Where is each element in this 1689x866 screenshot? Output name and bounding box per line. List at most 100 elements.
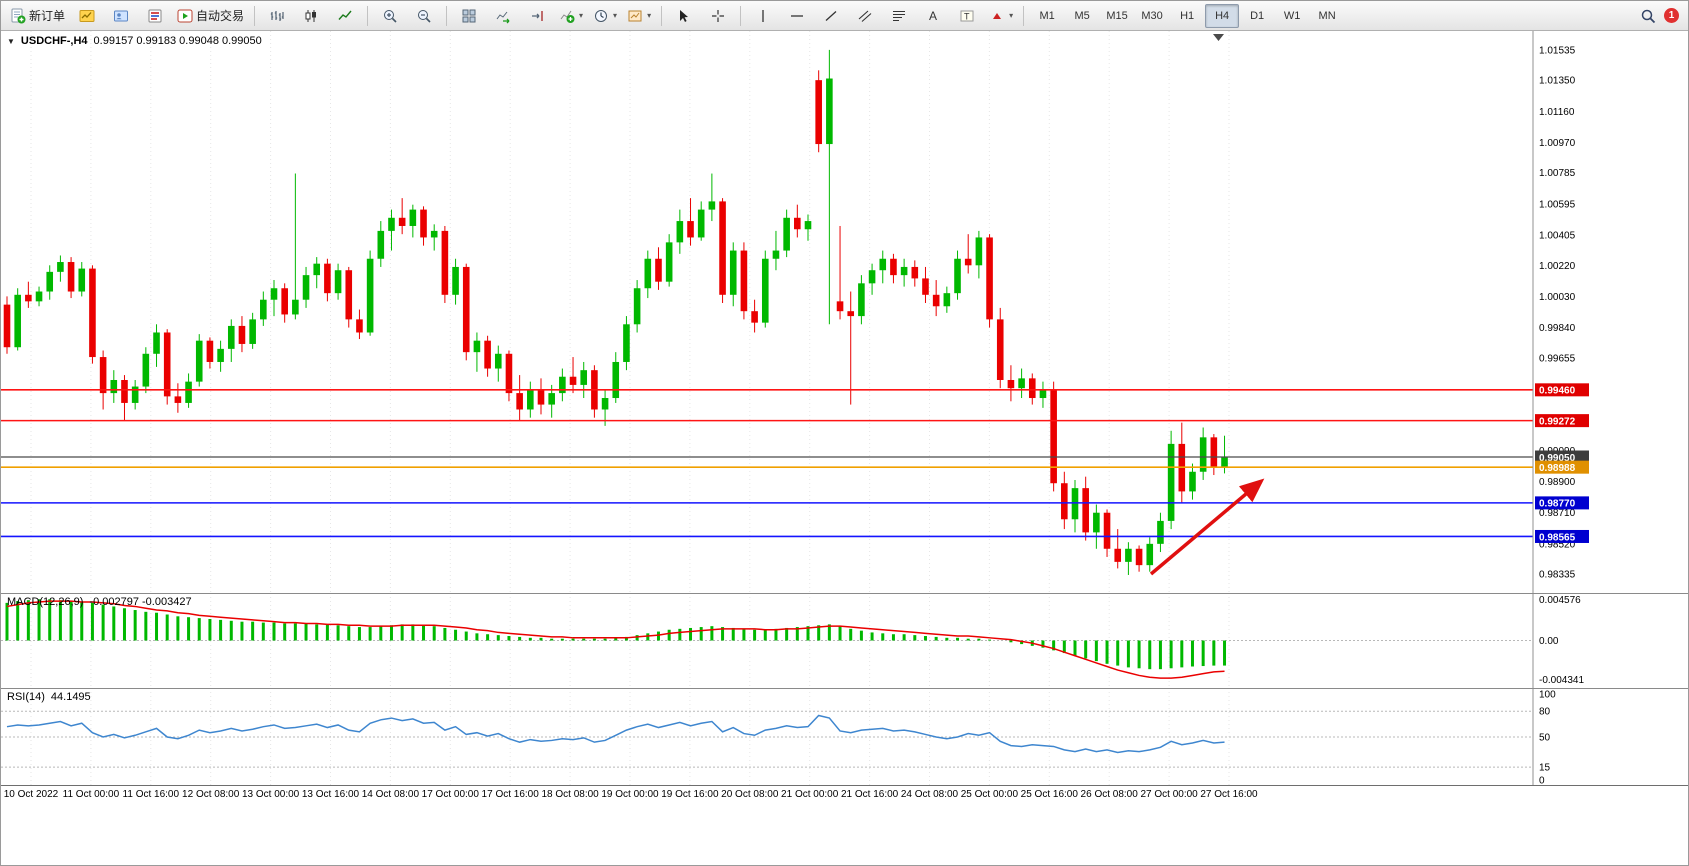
auto-scroll-button[interactable]: [487, 4, 519, 28]
text-tool-button[interactable]: A: [917, 4, 949, 28]
timeframe-m5-button[interactable]: M5: [1074, 9, 1090, 22]
market-watch-button[interactable]: [139, 4, 171, 28]
crosshair-button[interactable]: [702, 4, 734, 28]
candle-body: [794, 217, 801, 230]
timeframe-m1-button[interactable]: M1: [1039, 9, 1055, 22]
price-axis-label: 1.01535: [1539, 45, 1576, 56]
timeframe-mn-button[interactable]: MN: [1318, 9, 1336, 22]
dropdown-caret-icon: ▾: [1009, 11, 1014, 20]
price-axis-label: 0.98900: [1539, 477, 1576, 488]
main-price-chart[interactable]: 1.01535 1.01350 1.01160 1.00970 1.00785 1.005…: [1, 31, 1689, 593]
price-axis-label: 1.00785: [1539, 168, 1576, 179]
new-chart-button[interactable]: [71, 4, 103, 28]
candle-body: [665, 242, 673, 282]
rsi-axis-label: 15: [1539, 763, 1551, 774]
timeframe-d1-button[interactable]: D1: [1250, 9, 1265, 22]
timeframe-h1-button[interactable]: H1: [1180, 9, 1195, 22]
arrows-tool-button[interactable]: ▾: [985, 4, 1017, 28]
rsi-axis-label: 50: [1539, 733, 1551, 744]
timeframe-w1-button[interactable]: W1: [1283, 9, 1301, 22]
candle-body: [1082, 488, 1089, 533]
time-axis-label: 20 Oct 08:00: [721, 789, 779, 800]
indicators-button[interactable]: ▾: [555, 4, 587, 28]
text-label-tool-button[interactable]: T: [951, 4, 983, 28]
candle-body: [836, 301, 844, 312]
tile-windows-button[interactable]: [453, 4, 485, 28]
price-badge-label: 0.98988: [1539, 463, 1576, 474]
toolbar-separator: [661, 5, 663, 26]
channel-tool-button[interactable]: [849, 4, 881, 28]
chart-shift-button[interactable]: [521, 4, 553, 28]
macd-axis-label: -0.004341: [1539, 675, 1584, 686]
time-axis[interactable]: 10 Oct 2022 11 Oct 00:00 11 Oct 16:00 12 Oc…: [1, 785, 1688, 806]
candle-body: [494, 353, 502, 369]
candle-body: [334, 270, 342, 294]
candle-body: [14, 294, 21, 348]
rsi-indicator-panel[interactable]: 100 80 50 15 0: [1, 688, 1689, 785]
new-order-icon: [11, 8, 26, 23]
candlestick-icon: [305, 9, 317, 22]
svg-text:T: T: [964, 11, 970, 21]
rsi-indicator-label: RSI(14) 44.1495: [7, 691, 91, 703]
time-axis-label: 27 Oct 00:00: [1140, 789, 1198, 800]
horizontal-line-tool-button[interactable]: [781, 4, 813, 28]
candle-body: [3, 304, 11, 348]
toolbar-separator: [446, 5, 448, 26]
trend-arrow-annotation[interactable]: [1149, 478, 1265, 576]
line-chart-mode-button[interactable]: [329, 4, 361, 28]
macd-indicator-label: MACD(12,26,9) -0.002797 -0.003427: [7, 596, 192, 608]
candle-body: [1199, 437, 1207, 472]
candle-body: [174, 396, 182, 403]
timeframe-m15-button[interactable]: M15: [1106, 9, 1128, 22]
candle-body: [537, 389, 545, 405]
candle-body: [740, 250, 748, 312]
candle-body: [121, 379, 128, 403]
vertical-line-icon: [762, 9, 764, 22]
periods-button[interactable]: ▾: [589, 4, 621, 28]
fibonacci-icon: [893, 10, 906, 21]
vertical-line-tool-button[interactable]: [747, 4, 779, 28]
candle-body: [452, 266, 459, 295]
time-axis-label: 25 Oct 00:00: [960, 789, 1019, 800]
candle-body: [35, 291, 43, 302]
zoom-out-button[interactable]: [408, 4, 440, 28]
candle-body: [858, 283, 865, 317]
new-order-button[interactable]: 新订单: [6, 4, 69, 28]
search-icon[interactable]: [1640, 8, 1656, 24]
chart-shift-marker[interactable]: [1213, 34, 1224, 41]
profiles-button[interactable]: [105, 4, 137, 28]
cursor-button[interactable]: [668, 4, 700, 28]
rsi-axis-label: 100: [1539, 690, 1556, 701]
zoom-in-button[interactable]: [374, 4, 406, 28]
candle-body: [708, 201, 716, 210]
rsi-name: RSI(14): [7, 691, 45, 703]
candle-body: [943, 293, 951, 307]
candle-body: [46, 271, 54, 292]
fibonacci-tool-button[interactable]: [883, 4, 915, 28]
time-axis-label: 13 Oct 16:00: [301, 789, 360, 800]
price-badge-label: 0.98770: [1539, 499, 1576, 510]
templates-button[interactable]: ▾: [623, 4, 655, 28]
macd-indicator-panel[interactable]: 0.004576 0.00 -0.004341: [1, 593, 1689, 688]
time-axis-label: 27 Oct 16:00: [1200, 789, 1258, 800]
candle-body: [217, 348, 224, 362]
time-axis-label: 14 Oct 08:00: [361, 789, 420, 800]
candle-body: [249, 319, 256, 344]
one-click-trading-expander-icon[interactable]: ▼: [7, 36, 15, 46]
candle-body: [345, 270, 353, 320]
price-badge: [1535, 383, 1589, 397]
candle-body: [409, 209, 417, 226]
candle-body: [1061, 483, 1068, 520]
candle-body: [644, 258, 652, 289]
timeframe-m30-button[interactable]: M30: [1141, 9, 1163, 22]
candle-body: [505, 353, 513, 394]
candle-body: [366, 258, 374, 333]
timeframe-h4-button[interactable]: H4: [1205, 3, 1240, 28]
auto-trading-button[interactable]: 自动交易: [173, 4, 248, 28]
candlestick-mode-button[interactable]: [295, 4, 327, 28]
notification-badge[interactable]: 1: [1664, 8, 1679, 23]
bar-chart-mode-button[interactable]: [261, 4, 293, 28]
cursor-arrow-icon: [680, 9, 689, 22]
price-axis-label: 1.00405: [1539, 230, 1576, 241]
trendline-tool-button[interactable]: [815, 4, 847, 28]
